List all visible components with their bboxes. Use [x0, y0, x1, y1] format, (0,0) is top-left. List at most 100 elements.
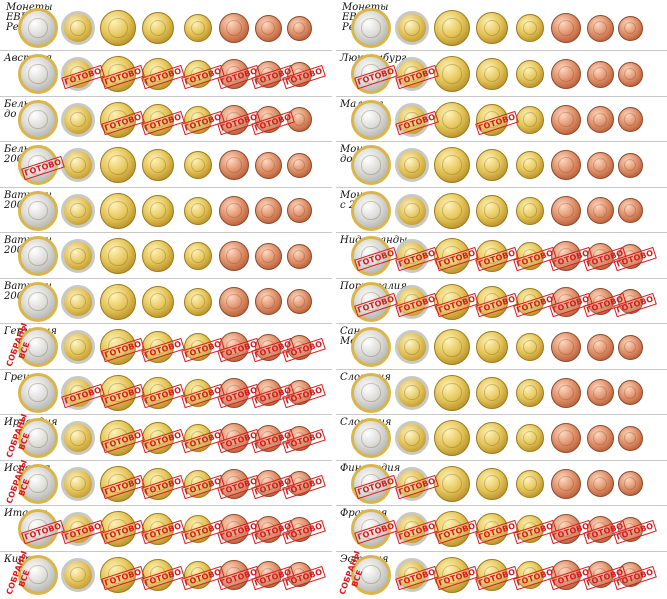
coin-right-9-1 — [395, 466, 429, 501]
coin-face — [483, 202, 501, 219]
coin-face — [28, 564, 48, 584]
coin-left-11-3 — [142, 558, 174, 591]
coin-right-3-5 — [551, 195, 581, 226]
coin-face — [558, 521, 574, 537]
coin-face — [108, 246, 128, 266]
coin-face — [28, 428, 48, 448]
coin-right-11-1 — [395, 557, 429, 592]
coin-right-8-6 — [586, 424, 614, 452]
coin-face — [483, 429, 501, 447]
coin-left-3-0 — [18, 190, 58, 231]
coin-left-2-7 — [286, 152, 312, 178]
coin-face — [261, 67, 275, 81]
header-coin-right-4 — [516, 14, 544, 42]
coin-right-11-5 — [551, 559, 581, 590]
coin-face — [404, 202, 420, 219]
coin-face — [593, 67, 607, 81]
coin-face — [593, 385, 607, 400]
coin-face — [404, 475, 420, 492]
coin-left-5-0 — [18, 281, 58, 322]
row-divider — [336, 368, 667, 370]
coin-face — [190, 339, 206, 355]
coin-right-1-6 — [586, 106, 614, 133]
coin-face — [70, 66, 86, 82]
coin-right-7-7 — [617, 380, 643, 405]
row-divider — [0, 505, 332, 506]
coin-right-9-3 — [476, 467, 508, 500]
coin-face — [361, 155, 381, 175]
coin-face — [292, 21, 306, 35]
coin-face — [28, 291, 48, 311]
coin-face — [292, 568, 306, 581]
header-coin-left-4 — [184, 14, 212, 42]
coin-right-1-4 — [516, 105, 544, 134]
coin-right-3-4 — [516, 196, 544, 225]
coin-left-11-7 — [286, 562, 312, 587]
coin-face — [292, 477, 306, 490]
coin-left-5-1 — [61, 284, 95, 319]
coin-left-0-4 — [184, 60, 212, 88]
coin-face — [522, 248, 538, 264]
coin-left-6-7 — [286, 334, 312, 360]
coin-left-1-2 — [100, 101, 136, 138]
country-label: Греция — [4, 371, 43, 383]
coin-face — [522, 294, 538, 309]
coin-face — [404, 566, 420, 583]
coin-face — [190, 20, 206, 36]
coin-face — [70, 384, 86, 401]
coin-face — [522, 521, 538, 537]
coin-face — [483, 247, 501, 265]
coin-face — [190, 157, 206, 173]
coin-left-4-2 — [100, 238, 136, 274]
coin-right-5-4 — [516, 287, 544, 316]
coin-face — [404, 20, 420, 36]
coin-left-2-0 — [18, 145, 58, 185]
coin-right-8-4 — [516, 424, 544, 452]
coin-face — [292, 67, 306, 81]
coin-right-1-1 — [395, 102, 429, 137]
coin-right-5-5 — [551, 286, 581, 317]
coin-right-9-7 — [617, 471, 643, 496]
row-divider — [336, 277, 667, 279]
coin-face — [149, 475, 167, 492]
coin-right-0-7 — [617, 61, 643, 87]
coin-face — [558, 430, 574, 446]
coin-face — [149, 384, 167, 401]
coin-right-5-3 — [476, 285, 508, 318]
coin-face — [149, 566, 167, 583]
coin-face — [404, 248, 420, 264]
row-divider — [0, 459, 332, 461]
coin-face — [593, 158, 607, 172]
coin-face — [522, 157, 538, 173]
coin-right-5-7 — [617, 289, 643, 314]
row-divider — [336, 186, 667, 188]
coin-right-11-3 — [476, 558, 508, 591]
coin-face — [442, 64, 462, 84]
coin-left-10-4 — [184, 515, 212, 543]
coin-face — [70, 20, 86, 36]
coin-right-1-2 — [434, 101, 470, 138]
coin-face — [226, 111, 242, 128]
coin-face — [28, 155, 48, 175]
coin-face — [70, 157, 86, 173]
coin-face — [442, 428, 462, 448]
coin-face — [558, 566, 574, 583]
coin-face — [483, 293, 501, 310]
coin-face — [261, 476, 275, 491]
coin-left-2-5 — [219, 150, 249, 180]
coin-right-3-7 — [617, 198, 643, 223]
coin-face — [108, 155, 128, 175]
row-divider — [0, 550, 332, 552]
coin-face — [149, 520, 167, 538]
coin-face — [70, 248, 86, 264]
coin-left-0-1 — [61, 57, 95, 91]
coin-face — [361, 428, 381, 448]
coin-face — [623, 477, 637, 490]
coin-face — [361, 291, 381, 311]
coin-left-9-5 — [219, 468, 249, 499]
coin-left-0-7 — [286, 61, 312, 87]
coin-left-6-3 — [142, 331, 174, 363]
coin-left-2-1 — [61, 148, 95, 182]
coin-face — [593, 522, 607, 536]
coin-face — [483, 156, 501, 174]
